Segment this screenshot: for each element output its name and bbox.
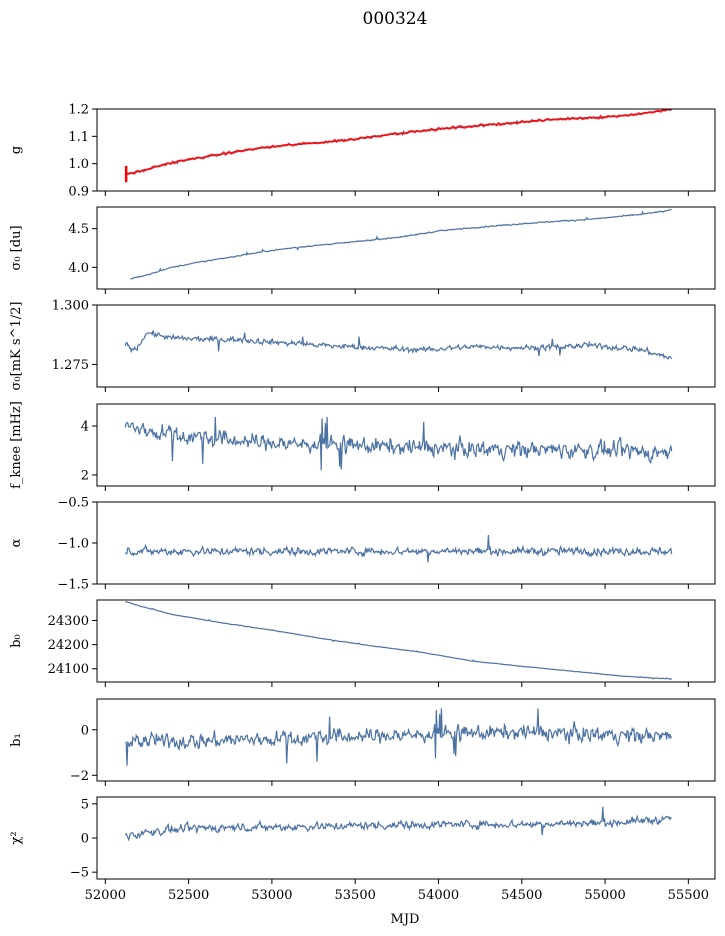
y-tick-label-sigma0_mK: 1.300 xyxy=(52,299,89,314)
panel-frame-alpha xyxy=(96,501,716,585)
y-tick-label-sigma0_du: 4.0 xyxy=(68,261,89,276)
y-tick-label-b0: 24300 xyxy=(48,614,89,629)
panel-frame-sigma0_mK xyxy=(96,304,716,388)
y-tick-label-alpha: −1.0 xyxy=(57,537,89,552)
panel-alpha: −1.5 −1.0 −0.5 α xyxy=(9,496,716,593)
y-tick-label-sigma0_mK: 1.275 xyxy=(52,358,89,373)
series-g-fit xyxy=(124,109,673,176)
y-axis-label-b1: b₁ xyxy=(9,733,24,747)
y-axis-label-b0: b₀ xyxy=(9,634,24,648)
panel-frame-chi2 xyxy=(96,796,716,880)
panel-sigma0_mK: 1.275 1.300 σ₀[mK s^1/2] xyxy=(9,299,716,392)
panel-chi2: −5 0 5 52000 52500 53000 53500 54000 54500 55000 5… xyxy=(9,796,716,903)
x-tick-label: 52500 xyxy=(168,888,209,903)
y-axis-label-fknee: f_knee [mHz] xyxy=(9,401,24,489)
y-tick-label-b1: 0 xyxy=(81,723,89,738)
y-tick-label-chi2: −5 xyxy=(70,866,89,881)
y-axis-label-chi2: χ² xyxy=(9,831,24,844)
series-sigma0_mK xyxy=(124,330,673,360)
x-tick-label: 53000 xyxy=(251,888,292,903)
y-tick-label-chi2: 0 xyxy=(81,832,89,847)
y-tick-label-g: 1.1 xyxy=(68,130,89,145)
y-axis-label-sigma0_mK: σ₀[mK s^1/2] xyxy=(9,302,24,391)
series-alpha xyxy=(124,534,673,563)
y-axis-label-alpha: α xyxy=(9,538,24,547)
x-tick-label: 54000 xyxy=(418,888,459,903)
panel-b0: 24100 24200 24300 b₀ xyxy=(9,599,716,687)
y-tick-label-b0: 24100 xyxy=(48,662,89,677)
x-tick-label: 55000 xyxy=(584,888,625,903)
y-axis-label-sigma0_du: σ₀ [du] xyxy=(9,225,24,270)
panel-b1: −2 0 b₁ xyxy=(9,698,716,786)
series-sigma0_du xyxy=(130,208,672,280)
panel-sigma0_du: 4.0 4.5 σ₀ [du] xyxy=(9,206,716,294)
panel-frame-g xyxy=(96,108,716,192)
series-b0 xyxy=(125,601,672,680)
x-tick-label: 53500 xyxy=(335,888,376,903)
x-tick-label: 54500 xyxy=(501,888,542,903)
series-chi2 xyxy=(124,806,672,842)
series-fknee xyxy=(124,416,673,471)
panel-frame-sigma0_du xyxy=(96,206,716,290)
x-axis-label: MJD xyxy=(391,912,420,927)
y-tick-label-g: 1.2 xyxy=(68,103,89,118)
y-tick-label-chi2: 5 xyxy=(81,797,89,812)
y-tick-label-g: 0.9 xyxy=(68,185,89,200)
panel-frame-b0 xyxy=(96,599,716,683)
y-tick-label-g: 1.0 xyxy=(68,157,89,172)
y-tick-label-b0: 24200 xyxy=(48,638,89,653)
panels-group: 0.9 1.0 1.1 1.2 g 4.0 4.5 σ₀ [du] 1.275 1.300 σ₀[m… xyxy=(9,103,716,903)
x-tick-label: 52000 xyxy=(85,888,126,903)
panel-frame-b1 xyxy=(96,698,716,782)
y-tick-label-b1: −2 xyxy=(70,769,89,784)
x-tick-label: 55500 xyxy=(668,888,709,903)
y-axis-label-g: g xyxy=(9,146,24,154)
y-tick-label-alpha: −0.5 xyxy=(57,496,89,511)
y-tick-label-fknee: 2 xyxy=(81,468,89,483)
panel-frame-fknee xyxy=(96,403,716,487)
panel-fknee: 2 4 f_knee [mHz] xyxy=(9,401,716,491)
figure-title: 000324 xyxy=(363,9,428,29)
y-tick-label-sigma0_du: 4.5 xyxy=(68,222,89,237)
series-g xyxy=(125,109,673,175)
y-tick-label-alpha: −1.5 xyxy=(57,578,89,593)
panel-g: 0.9 1.0 1.1 1.2 g xyxy=(9,103,716,200)
series-b1 xyxy=(124,708,673,766)
y-tick-label-fknee: 4 xyxy=(81,420,89,435)
